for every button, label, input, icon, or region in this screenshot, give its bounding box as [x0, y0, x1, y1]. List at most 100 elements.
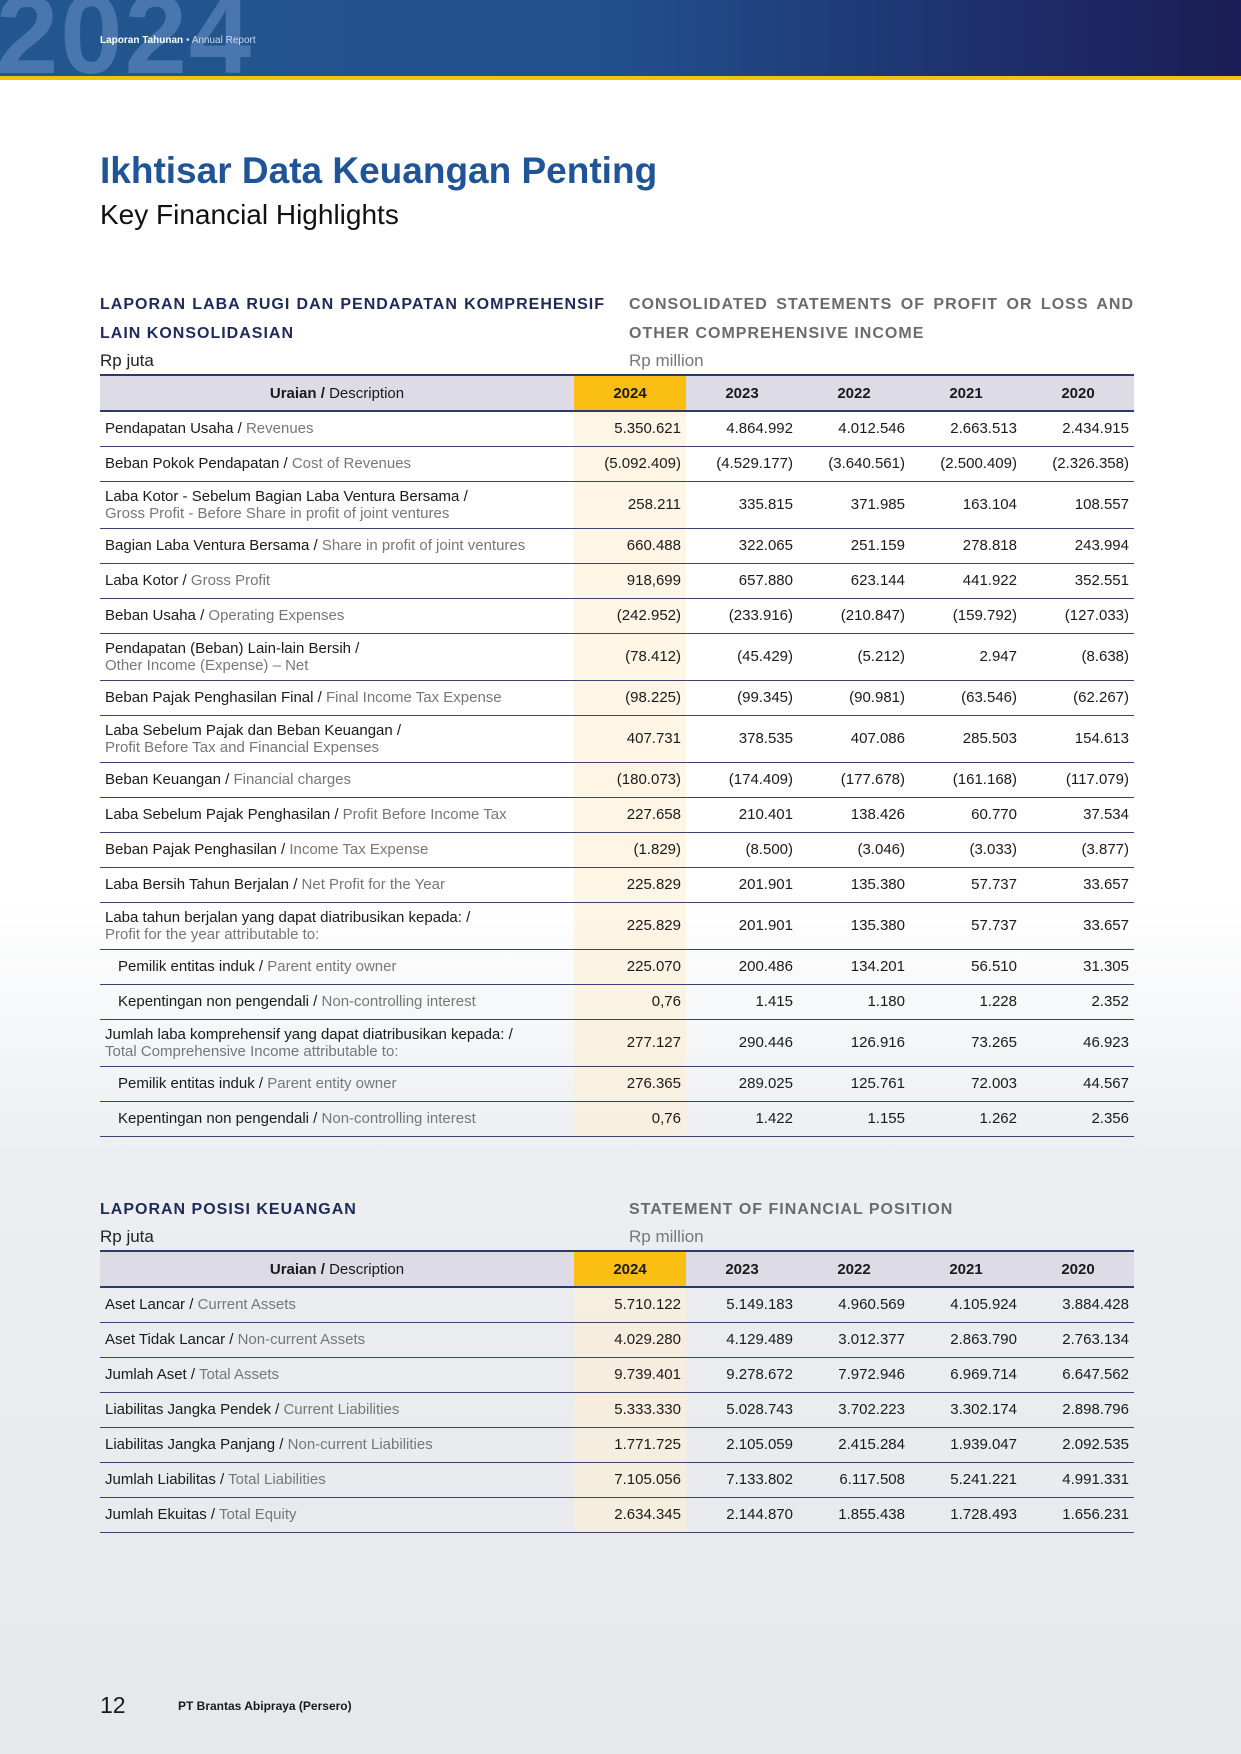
table-row: Kepentingan non pengendali / Non-control…	[100, 984, 1134, 1020]
label-en: Total Equity	[218, 1506, 297, 1523]
cell-value: (4.529.177)	[686, 446, 798, 482]
label-id: Laporan Tahunan	[100, 35, 184, 46]
cell-value: 73.265	[910, 1019, 1022, 1067]
cell-value: 56.510	[910, 949, 1022, 985]
col-year: 2022	[798, 1250, 910, 1288]
unit-id: Rp juta	[100, 351, 154, 370]
cell-value: (159.792)	[910, 598, 1022, 634]
cell-value: 278.818	[910, 528, 1022, 564]
table-row: Pendapatan (Beban) Lain-lain Bersih / Oth…	[100, 633, 1134, 681]
table-row: Laba Sebelum Pajak dan Beban Keuangan / P…	[100, 715, 1134, 763]
report-label: Laporan Tahunan • Annual Report	[100, 35, 256, 46]
label-id: Pendapatan (Beban) Lain-lain Bersih /	[105, 639, 360, 657]
table-row: Liabilitas Jangka Panjang / Non-current …	[100, 1427, 1134, 1463]
cell-value: 201.901	[686, 902, 798, 950]
label-id: Kepentingan non pengendali /	[118, 993, 318, 1010]
cell-value: 33.657	[1022, 902, 1134, 950]
cell-value: (5.212)	[798, 633, 910, 681]
cell-value: 7.133.802	[686, 1462, 798, 1498]
cell-value: 623.144	[798, 563, 910, 599]
heading-en: STATEMENT OF FINANCIAL POSITION	[629, 1201, 954, 1218]
label-en: Cost of Revenues	[291, 455, 412, 472]
label-en: Final Income Tax Expense	[325, 689, 502, 706]
table-row: Laba Kotor - Sebelum Bagian Laba Ventura…	[100, 481, 1134, 529]
table-row: Jumlah Liabilitas / Total Liabilities 7.1…	[100, 1462, 1134, 1498]
cell-value: 5.241.221	[910, 1462, 1022, 1498]
cell-value: 2.947	[910, 633, 1022, 681]
cell-value: 322.065	[686, 528, 798, 564]
row-label: Beban Pajak Penghasilan / Income Tax Exp…	[100, 832, 574, 868]
cell-value: (98.225)	[574, 680, 686, 716]
label-en: Operating Expenses	[208, 607, 345, 624]
cell-value: 7.105.056	[574, 1462, 686, 1498]
cell-value: 1.656.231	[1022, 1497, 1134, 1533]
cell-value: (1.829)	[574, 832, 686, 868]
col-year: 2020	[1022, 1250, 1134, 1288]
label-en: Net Profit for the Year	[301, 876, 445, 893]
row-label: Aset Tidak Lancar / Non-current Assets	[100, 1322, 574, 1358]
cell-value: (8.638)	[1022, 633, 1134, 681]
cell-value: 277.127	[574, 1019, 686, 1067]
cell-value: 135.380	[798, 867, 910, 903]
label-en: Gross Profit	[190, 572, 271, 589]
label-en: Financial charges	[233, 771, 352, 788]
table-row: Pemilik entitas induk / Parent entity ow…	[100, 949, 1134, 985]
cell-value: 276.365	[574, 1066, 686, 1102]
label-id: Aset Lancar /	[105, 1296, 194, 1314]
row-label: Kepentingan non pengendali / Non-control…	[100, 984, 574, 1020]
cell-value: 660.488	[574, 528, 686, 564]
heading-en: CONSOLIDATED STATEMENTS OF PROFIT OR LOS…	[629, 296, 1134, 342]
col-year: 2022	[798, 374, 910, 412]
table-row: Laba tahun berjalan yang dapat diatribus…	[100, 902, 1134, 950]
cell-value: 2.105.059	[686, 1427, 798, 1463]
income-section: LAPORAN LABA RUGI DAN PENDAPATAN KOMPREH…	[100, 290, 1134, 1137]
unit-id: Rp juta	[100, 1227, 154, 1246]
label-en: Revenues	[245, 420, 314, 438]
cell-value: 2.092.535	[1022, 1427, 1134, 1463]
cell-value: 0,76	[574, 1101, 686, 1137]
cell-value: 4.029.280	[574, 1322, 686, 1358]
cell-value: (180.073)	[574, 762, 686, 798]
cell-value: (177.678)	[798, 762, 910, 798]
cell-value: 2.434.915	[1022, 411, 1134, 447]
cell-value: (45.429)	[686, 633, 798, 681]
label-id: Jumlah Aset /	[105, 1366, 196, 1383]
cell-value: 9.278.672	[686, 1357, 798, 1393]
cell-value: 258.211	[574, 481, 686, 529]
cell-value: 1.939.047	[910, 1427, 1022, 1463]
cell-value: 6.647.562	[1022, 1357, 1134, 1393]
cell-value: (233.916)	[686, 598, 798, 634]
page-number: 12	[100, 1692, 126, 1718]
cell-value: 200.486	[686, 949, 798, 985]
cell-value: 57.737	[910, 902, 1022, 950]
label-id: Laba Kotor /	[105, 572, 187, 589]
row-label: Jumlah Aset / Total Assets	[100, 1357, 574, 1393]
row-label: Laba Bersih Tahun Berjalan / Net Profit …	[100, 867, 574, 903]
label-id: Laba Bersih Tahun Berjalan /	[105, 876, 298, 893]
label-en: Share in profit of joint ventures	[321, 537, 526, 554]
label-en: Current Liabilities	[283, 1401, 400, 1418]
row-label: Liabilitas Jangka Panjang / Non-current …	[100, 1427, 574, 1463]
cell-value: 5.149.183	[686, 1287, 798, 1323]
cell-value: (62.267)	[1022, 680, 1134, 716]
label-id: Pemilik entitas induk /	[118, 1075, 264, 1092]
cell-value: 4.864.992	[686, 411, 798, 447]
row-label: Laba Kotor - Sebelum Bagian Laba Ventura…	[100, 481, 574, 529]
row-label: Jumlah laba komprehensif yang dapat diat…	[100, 1019, 574, 1067]
cell-value: 60.770	[910, 797, 1022, 833]
cell-value: 6.117.508	[798, 1462, 910, 1498]
cell-value: 2.144.870	[686, 1497, 798, 1533]
cell-value: 2.663.513	[910, 411, 1022, 447]
cell-value: 2.415.284	[798, 1427, 910, 1463]
row-label: Beban Usaha / Operating Expenses	[100, 598, 574, 634]
table-row: Laba Sebelum Pajak Penghasilan / Profit …	[100, 797, 1134, 833]
row-label: Laba Sebelum Pajak Penghasilan / Profit …	[100, 797, 574, 833]
cell-value: 31.305	[1022, 949, 1134, 985]
row-label: Laba Sebelum Pajak dan Beban Keuangan / P…	[100, 715, 574, 763]
cell-value: 2.863.790	[910, 1322, 1022, 1358]
label-en: Profit Before Tax and Financial Expenses	[105, 738, 380, 756]
table-row: Jumlah Ekuitas / Total Equity 2.634.345 2.…	[100, 1497, 1134, 1533]
cell-value: 243.994	[1022, 528, 1134, 564]
label-id: Beban Pokok Pendapatan /	[105, 455, 288, 472]
cell-value: (2.326.358)	[1022, 446, 1134, 482]
